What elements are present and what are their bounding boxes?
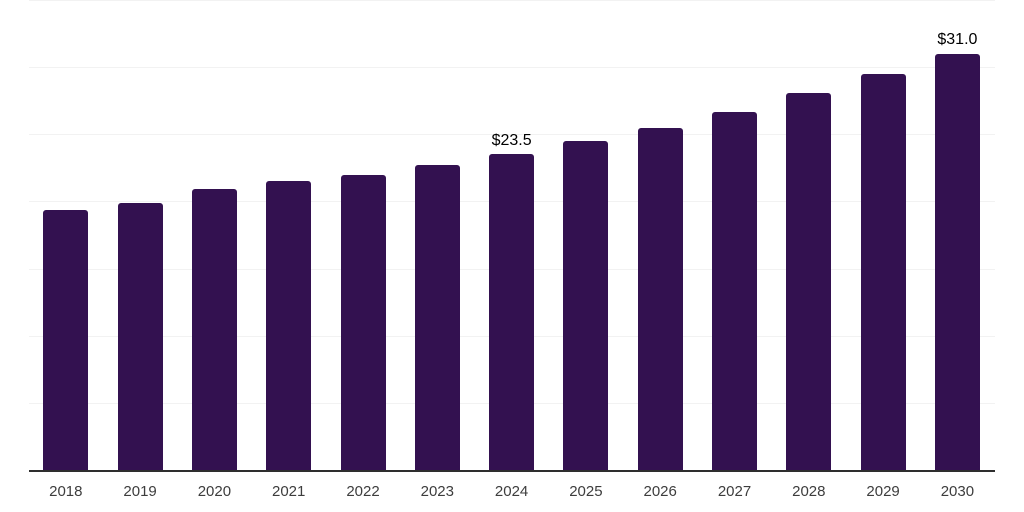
- x-tick-2023: 2023: [420, 483, 454, 500]
- x-tick-2025: 2025: [569, 483, 603, 500]
- bar-2025: [563, 141, 609, 470]
- bar-2021: [266, 181, 312, 470]
- x-axis: 2018 2019 2020 2021 2022 2023 2024 2025 2026 2027…: [29, 483, 995, 505]
- x-tick-2030: 2030: [940, 483, 975, 500]
- bar-2030: [934, 53, 980, 470]
- bar-2019: [117, 202, 163, 470]
- x-tick-2022: 2022: [346, 483, 380, 500]
- bar-2028: [786, 92, 832, 470]
- gridline-30: [29, 67, 995, 68]
- bar-2020: [191, 189, 237, 470]
- bar-2023: [414, 165, 460, 470]
- data-label-2024: $23.5: [491, 131, 532, 149]
- bar-2026: [637, 127, 683, 470]
- x-tick-2028: 2028: [792, 483, 826, 500]
- x-tick-2024: 2024: [494, 483, 529, 500]
- bar-2024: [489, 154, 535, 470]
- bar-2018: [43, 209, 89, 470]
- x-tick-2019: 2019: [123, 483, 157, 500]
- x-tick-2021: 2021: [272, 483, 306, 500]
- x-tick-2018: 2018: [49, 483, 83, 500]
- bar-2027: [712, 111, 757, 470]
- x-tick-2020: 2020: [197, 483, 232, 500]
- gridline-35: [29, 0, 995, 1]
- x-tick-2027: 2027: [717, 483, 752, 500]
- x-tick-2029: 2029: [866, 483, 900, 500]
- plot-area: $23.5 $31.0: [29, 0, 995, 472]
- bar-2022: [340, 174, 386, 470]
- data-label-2030: $31.0: [937, 31, 978, 49]
- x-tick-2026: 2026: [643, 483, 677, 500]
- bar-2029: [860, 73, 906, 470]
